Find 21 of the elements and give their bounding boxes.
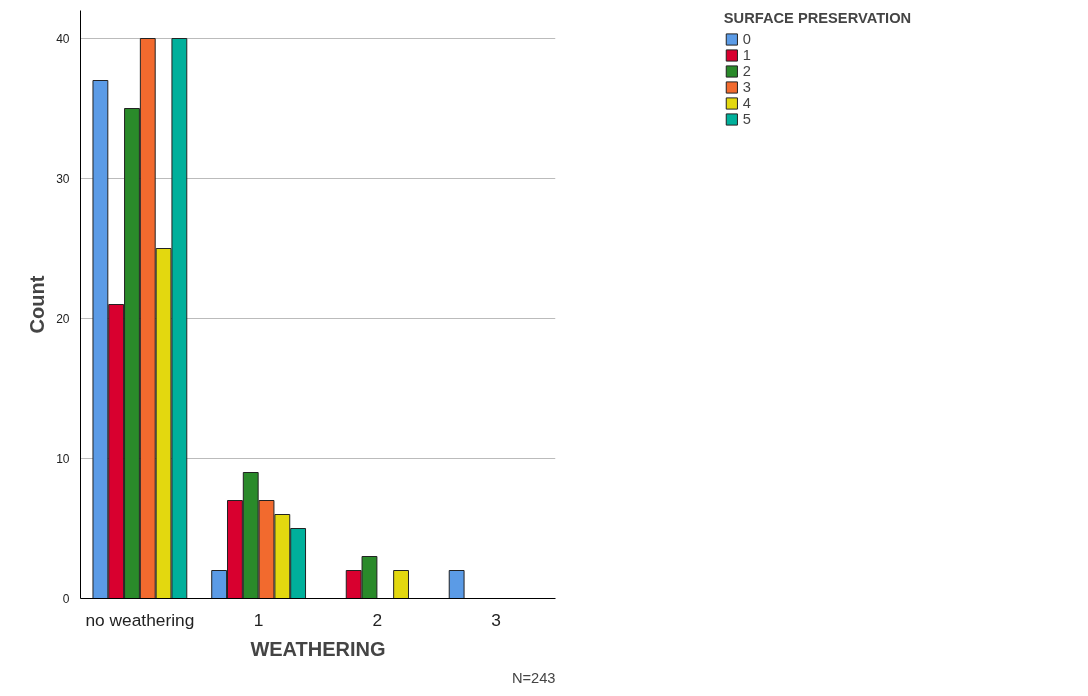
bar xyxy=(393,570,409,599)
legend-label: 1 xyxy=(742,47,752,63)
legend-label: 2 xyxy=(742,63,752,79)
legend-title: SURFACE PRESERVATION xyxy=(723,10,912,26)
y-tick-label: 40 xyxy=(56,32,70,46)
legend-label: 3 xyxy=(742,79,752,95)
bar xyxy=(448,570,465,599)
legend-label: 0 xyxy=(742,31,752,47)
text: N=243 xyxy=(511,669,556,686)
x-tick-label: 3 xyxy=(491,609,501,630)
x-tick-label: 1 xyxy=(253,609,264,630)
y-tick-label: 20 xyxy=(56,312,70,326)
x-axis-title: WEATHERING xyxy=(250,637,386,660)
y-axis-title: Count xyxy=(26,275,49,334)
x-tick-label: no weathering xyxy=(85,609,195,630)
legend-label: 5 xyxy=(742,111,752,127)
x-tick-label: 2 xyxy=(372,609,383,630)
legend-label: 4 xyxy=(742,95,752,111)
y-tick-label: 0 xyxy=(62,592,70,606)
y-tick-label: 30 xyxy=(56,172,70,186)
y-tick-label: 10 xyxy=(56,452,70,466)
